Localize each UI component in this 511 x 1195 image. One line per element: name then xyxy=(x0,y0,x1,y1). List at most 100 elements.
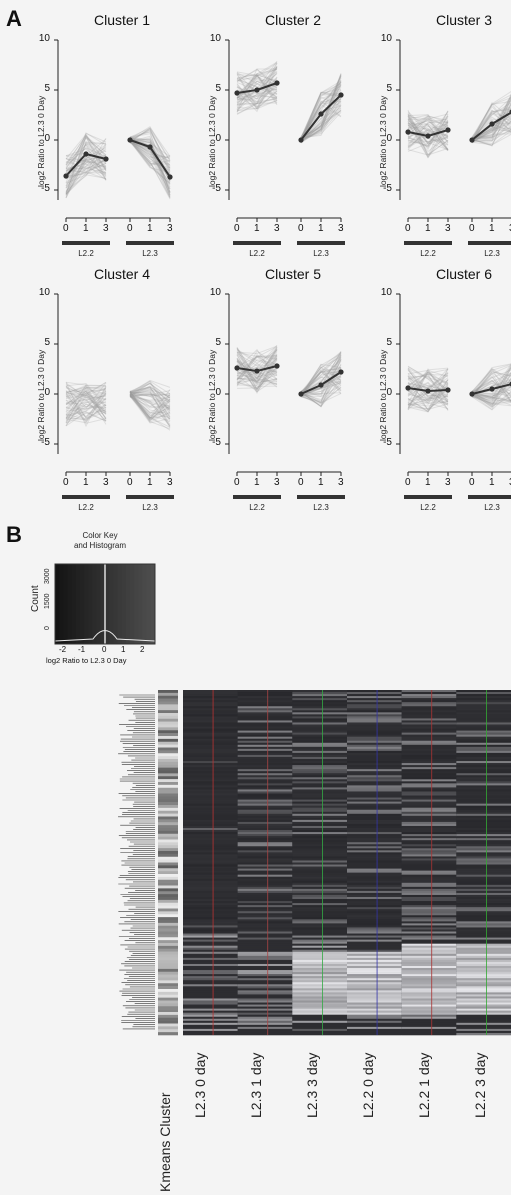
group-bar xyxy=(404,495,452,499)
heatmap-cell xyxy=(401,941,457,944)
heatmap-cell xyxy=(183,1016,238,1020)
gene-trace xyxy=(300,353,342,395)
heatmap-cell xyxy=(456,726,511,729)
heatmap-cell xyxy=(456,1012,511,1016)
heatmap-cell xyxy=(183,694,238,697)
gene-trace xyxy=(129,139,171,165)
heatmap-cell xyxy=(183,773,238,776)
kmeans-cluster-cell xyxy=(158,819,178,823)
gene-trace xyxy=(236,344,278,374)
gene-trace xyxy=(65,388,107,406)
heatmap-cell xyxy=(292,972,347,975)
kmeans-cluster-cell xyxy=(158,715,178,720)
heatmap-cell xyxy=(456,976,511,979)
heatmap-cell xyxy=(237,959,293,963)
mean-point xyxy=(298,137,304,143)
heatmap-cell xyxy=(237,957,293,961)
gene-trace xyxy=(300,352,342,403)
heatmap-cell xyxy=(237,736,293,740)
heatmap-cell xyxy=(292,850,347,853)
gene-trace xyxy=(65,163,107,174)
heatmap-cell xyxy=(237,894,293,898)
group-label: L2.2 xyxy=(420,503,436,512)
cluster-ytick: 5 xyxy=(44,337,50,348)
heatmap-cell xyxy=(292,773,347,776)
gene-trace xyxy=(300,105,342,141)
heatmap-cell xyxy=(456,961,511,965)
heatmap-cell xyxy=(401,791,457,794)
heatmap-cell xyxy=(292,876,347,880)
gene-trace xyxy=(129,137,171,184)
gene-trace xyxy=(65,381,107,399)
heatmap-cell xyxy=(183,734,238,737)
heatmap-cell xyxy=(237,862,293,865)
gene-trace xyxy=(129,390,171,420)
mean-point xyxy=(318,382,324,388)
gene-trace xyxy=(65,159,107,196)
heatmap-cell xyxy=(292,990,347,993)
heatmap-cell xyxy=(292,963,347,967)
gene-trace xyxy=(65,394,107,405)
heatmap-cell xyxy=(237,763,293,766)
kmeans-cluster-cell xyxy=(158,968,178,973)
gene-trace xyxy=(129,141,171,200)
heatmap-cell xyxy=(456,690,511,693)
gene-trace xyxy=(471,95,511,141)
heatmap-cell xyxy=(183,738,238,742)
gene-trace xyxy=(129,137,171,169)
gene-trace xyxy=(65,148,107,184)
heatmap-cell xyxy=(456,860,511,863)
heatmap-cell xyxy=(456,858,511,861)
heatmap-cell xyxy=(237,718,293,721)
heatmap-cell xyxy=(347,868,402,871)
heatmap-cell xyxy=(401,901,457,904)
heatmap-cell xyxy=(183,748,238,752)
heatmap-cell xyxy=(456,935,511,938)
heatmap-cell xyxy=(183,899,238,902)
heatmap-cell xyxy=(347,959,402,963)
heatmap-cell xyxy=(401,878,457,882)
heatmap-cell xyxy=(347,767,402,770)
gene-trace xyxy=(407,123,449,159)
heatmap-cell xyxy=(347,970,402,973)
heatmap-cell xyxy=(401,744,457,748)
heatmap-cell xyxy=(347,1012,402,1016)
gene-trace xyxy=(407,399,449,406)
gene-trace xyxy=(65,392,107,423)
heatmap-cell xyxy=(347,1024,402,1028)
heatmap-cell xyxy=(347,1010,402,1013)
heatmap-cell xyxy=(401,704,457,707)
heatmap-cell xyxy=(401,976,457,979)
group-bar xyxy=(126,495,174,499)
heatmap-cell xyxy=(347,763,402,766)
kmeans-cluster-cell xyxy=(158,1023,178,1027)
heatmap-cell xyxy=(401,692,457,695)
mean-point xyxy=(338,369,344,375)
heatmap-cell xyxy=(183,852,238,855)
heatmap-cell xyxy=(292,830,347,833)
gene-trace xyxy=(407,130,449,151)
heatmap-cell xyxy=(237,943,293,947)
kmeans-cluster-cell xyxy=(158,885,178,889)
heatmap-cell xyxy=(456,1000,511,1003)
heatmap-cell xyxy=(401,939,457,942)
color-key-band xyxy=(96,564,102,644)
gene-trace xyxy=(65,388,107,400)
cluster-xtick: 0 xyxy=(234,477,240,488)
gene-trace xyxy=(300,352,342,397)
gene-trace xyxy=(300,385,342,398)
heatmap-cell xyxy=(183,907,238,910)
heatmap-cell xyxy=(347,742,402,746)
gene-trace xyxy=(300,351,342,398)
heatmap-cell xyxy=(401,1016,457,1020)
gene-trace xyxy=(236,72,278,95)
gene-trace xyxy=(407,373,449,384)
kmeans-cluster-cell xyxy=(158,713,178,717)
heatmap-cell xyxy=(237,905,293,908)
kmeans-cluster-cell xyxy=(158,753,178,757)
kmeans-cluster-cell xyxy=(158,704,178,708)
heatmap-cell xyxy=(456,870,511,873)
heatmap-cell xyxy=(237,929,293,932)
heatmap-cell xyxy=(456,1010,511,1013)
heatmap-cell xyxy=(456,892,511,896)
